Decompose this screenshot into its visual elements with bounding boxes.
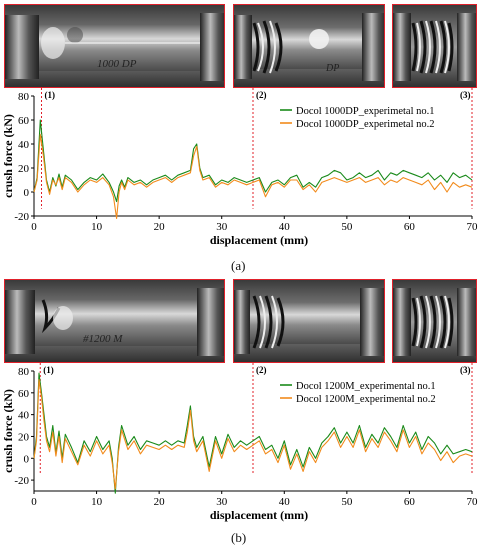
chart-a-legend-label-2: Docol 1000DP_experimetal no.2 [296,119,435,130]
chart-b-y-tick-label: 80 [18,366,30,378]
chart-b-stage-label: (2) [256,365,267,375]
tube-photo-b-2 [234,280,384,362]
chart-a-x-tick-label: 10 [91,221,103,233]
photo-a-1-caption: 1000 DP [97,58,137,70]
panel-a-label: (a) [231,258,246,273]
chart-b-series-2-line [33,379,473,490]
photo-a-stage-3 [392,4,477,88]
chart-a-x-tick-label: 60 [404,221,416,233]
chart-b-y-tick-label: 60 [18,388,30,400]
chart-a-y-tick-label: -20 [14,211,29,223]
chart-a-x-tick-label: 30 [216,221,228,233]
chart-b-x-tick-label: 70 [467,496,479,508]
chart-a-x-label: displacement (mm) [210,233,308,247]
chart-b-stage-label: (1) [43,365,54,375]
photo-a-stage-2: DP [233,4,385,88]
chart-a-y-tick-label: 0 [24,187,30,199]
chart-a-y-tick-label: 60 [18,115,30,127]
chart-b-legend-label-2: Docol 1200M_experimental no.2 [296,394,436,405]
chart-a-x-tick-label: 20 [154,221,166,233]
tube-photo-b-1: #1200 M [5,280,224,362]
chart-a-x-tick-label: 70 [467,221,479,233]
chart-a-y-tick-label: 20 [18,163,30,175]
chart-b-series-1-line [33,372,473,494]
chart-a-legend-label-1: Docol 1000DP_experimetal no.1 [296,106,435,117]
chart-a-x-tick-label: 0 [31,221,37,233]
chart-b-x-label: displacement (mm) [210,508,308,522]
photo-b-1-caption: #1200 M [83,333,123,345]
chart-a-y-label: crush force (kN) [1,114,15,198]
chart-b-x-tick-label: 40 [279,496,291,508]
photo-b-stage-2 [233,279,385,363]
chart-a-stage-label: (3) [460,90,471,100]
chart-b-x-tick-label: 30 [216,496,228,508]
chart-b-x-tick-label: 20 [154,496,166,508]
tube-photo-a-1: 1000 DP [5,5,224,87]
photo-a-stage-1: 1000 DP [4,4,225,88]
chart-a-series-2-line [33,133,473,219]
chart-b-legend-label-1: Docol 1200M_experimental no.1 [296,381,436,392]
chart-a-y-tick-label: 80 [18,91,30,103]
chart-b-y-tick-label: 40 [18,410,30,422]
chart-b-x-tick-label: 10 [91,496,103,508]
chart-a-y-tick-label: 40 [18,139,30,151]
chart-b-x-tick-label: 60 [404,496,416,508]
chart-a-series-1-line [33,119,473,203]
tube-photo-b-3 [393,280,476,362]
photo-a-2-caption: DP [325,63,339,74]
tube-photo-a-3 [393,5,476,87]
chart-b-y-label: crush force (kN) [1,389,15,473]
chart-b-y-tick-label: 0 [24,453,30,465]
panel-b-label: (b) [231,530,247,545]
chart-b-x-tick-label: 50 [341,496,353,508]
chart-b-stage-label: (3) [460,365,471,375]
photo-b-stage-3 [392,279,477,363]
chart-b-y-tick-label: -20 [14,475,29,487]
photo-b-stage-1: #1200 M [4,279,225,363]
chart-a-stage-label: (1) [45,90,56,100]
chart-a-x-tick-label: 50 [341,221,353,233]
chart-a-x-tick-label: 40 [279,221,291,233]
chart-b-x-tick-label: 0 [31,496,37,508]
chart-b-y-tick-label: 20 [18,431,30,443]
tube-photo-a-2: DP [234,5,384,87]
chart-a-stage-label: (2) [256,90,267,100]
